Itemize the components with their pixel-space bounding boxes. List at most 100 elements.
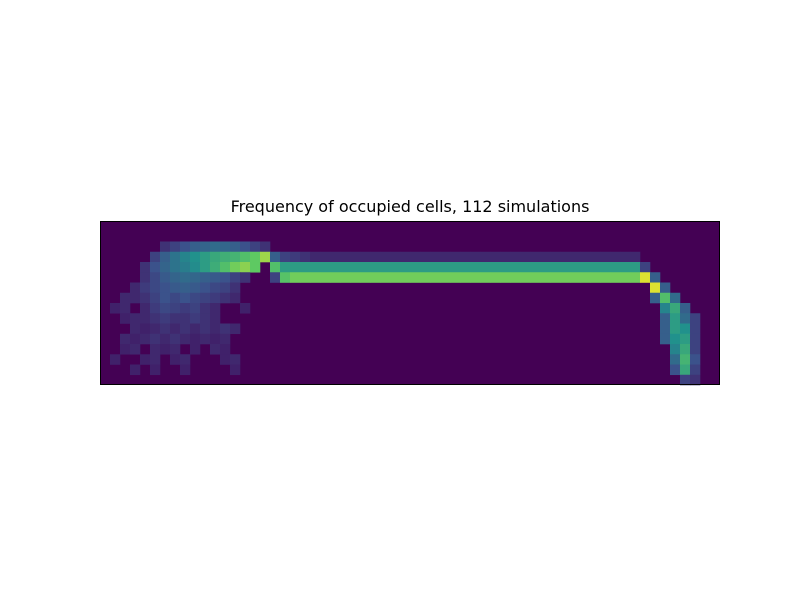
axes-frame: [100, 221, 720, 385]
heatmap-cell: [440, 251, 451, 263]
heatmap-cell: [120, 292, 131, 304]
heatmap-cell: [210, 344, 221, 355]
heatmap-cell: [250, 241, 261, 253]
heatmap-cell: [470, 251, 481, 263]
heatmap-cell: [160, 282, 171, 294]
heatmap-cell: [240, 303, 251, 314]
heatmap-cell: [180, 282, 191, 294]
heatmap-cell: [190, 333, 201, 345]
heatmap-cell: [660, 313, 671, 324]
heatmap-cell: [210, 333, 221, 345]
heatmap-cell: [160, 344, 171, 355]
heatmap-cell: [410, 272, 421, 283]
heatmap-cell: [610, 262, 621, 273]
heatmap-cell: [270, 251, 281, 263]
heatmap-cell: [670, 344, 681, 355]
heatmap-cell: [590, 262, 601, 273]
heatmap-cell: [400, 262, 411, 273]
heatmap-cell: [680, 313, 691, 324]
heatmap-cell: [440, 262, 451, 273]
heatmap-cell: [200, 282, 211, 294]
heatmap-cell: [150, 313, 161, 324]
heatmap-cell: [180, 333, 191, 345]
heatmap-cell: [200, 241, 211, 253]
heatmap-cell: [190, 313, 201, 324]
heatmap-cell: [120, 344, 131, 355]
heatmap-cell: [210, 292, 221, 304]
heatmap-cell: [310, 251, 321, 263]
heatmap-cell: [580, 251, 591, 263]
heatmap-cell: [150, 354, 161, 365]
heatmap-cell: [450, 251, 461, 263]
heatmap-cell: [220, 251, 231, 263]
heatmap-cell: [160, 303, 171, 314]
heatmap-cell: [480, 262, 491, 273]
heatmap-cell: [490, 262, 501, 273]
heatmap-cell: [160, 272, 171, 283]
heatmap-cell: [180, 364, 191, 376]
heatmap-cell: [150, 262, 161, 273]
heatmap-cell: [290, 262, 301, 273]
heatmap-cell: [360, 272, 371, 283]
heatmap-cell: [170, 323, 181, 335]
heatmap-cell: [130, 323, 141, 335]
heatmap-cell: [150, 292, 161, 304]
heatmap-cell: [200, 313, 211, 324]
heatmap-cell: [490, 251, 501, 263]
heatmap-cell: [150, 344, 161, 355]
heatmap-cell: [140, 333, 151, 345]
heatmap-cell: [670, 303, 681, 314]
heatmap-cell: [180, 292, 191, 304]
heatmap-cell: [520, 272, 531, 283]
heatmap-cell: [170, 292, 181, 304]
heatmap-cell: [590, 272, 601, 283]
heatmap-cell: [680, 303, 691, 314]
heatmap-cell: [150, 272, 161, 283]
heatmap-cell: [290, 251, 301, 263]
heatmap-cell: [280, 272, 291, 283]
heatmap-cell: [230, 251, 241, 263]
heatmap-cell: [460, 251, 471, 263]
heatmap-cell: [200, 292, 211, 304]
heatmap-cell: [190, 303, 201, 314]
heatmap-cell: [550, 251, 561, 263]
heatmap-cell: [620, 251, 631, 263]
heatmap-cell: [340, 262, 351, 273]
heatmap-cell: [610, 251, 621, 263]
heatmap-cell: [240, 272, 251, 283]
heatmap-cell: [190, 241, 201, 253]
heatmap-cell: [530, 262, 541, 273]
heatmap-cell: [690, 313, 701, 324]
heatmap-plot-area: [100, 221, 720, 386]
heatmap-cell: [130, 344, 141, 355]
heatmap-cell: [550, 262, 561, 273]
heatmap-cell: [150, 333, 161, 345]
heatmap-cell: [500, 272, 511, 283]
heatmap-cell: [530, 251, 541, 263]
heatmap-cell: [120, 303, 131, 314]
heatmap-cell: [200, 272, 211, 283]
heatmap-cell: [230, 282, 241, 294]
heatmap-cell: [560, 262, 571, 273]
heatmap-cell: [150, 323, 161, 335]
heatmap-cell: [670, 364, 681, 376]
heatmap-cell: [230, 292, 241, 304]
heatmap-cell: [260, 241, 271, 253]
heatmap-cell: [130, 282, 141, 294]
heatmap-cell: [170, 303, 181, 314]
heatmap-cell: [540, 272, 551, 283]
heatmap-cell: [670, 323, 681, 335]
heatmap-cell: [390, 262, 401, 273]
heatmap-cell: [170, 344, 181, 355]
heatmap-cell: [680, 354, 691, 365]
heatmap-cell: [600, 272, 611, 283]
heatmap-cell: [220, 292, 231, 304]
heatmap-cell: [520, 251, 531, 263]
heatmap-cell: [690, 344, 701, 355]
heatmap-cell: [670, 292, 681, 304]
heatmap-cell: [200, 303, 211, 314]
heatmap-cell: [420, 251, 431, 263]
heatmap-cell: [200, 333, 211, 345]
heatmap-cell: [210, 313, 221, 324]
